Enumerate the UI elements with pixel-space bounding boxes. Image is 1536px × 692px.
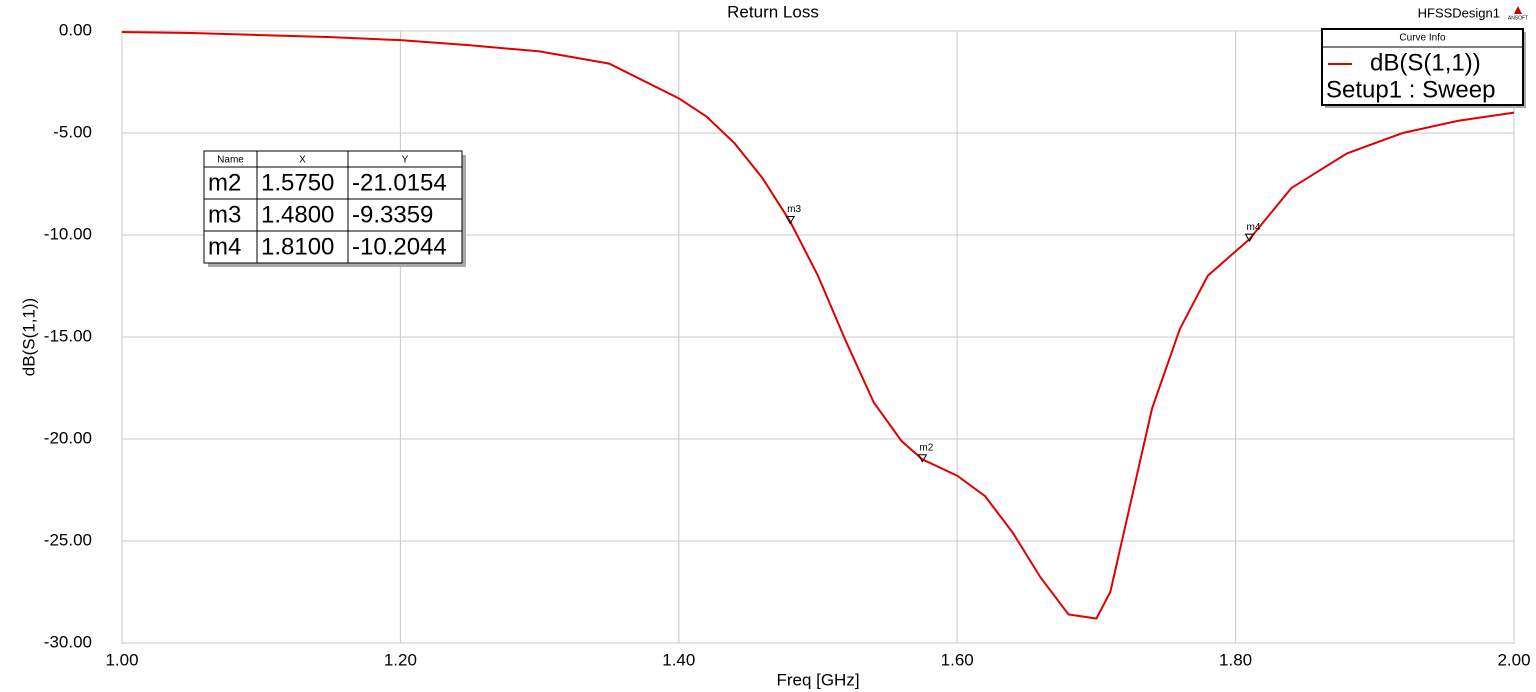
y-tick-label: -10.00 xyxy=(44,224,92,243)
legend-title: Curve Info xyxy=(1399,33,1446,44)
table-cell: -10.2044 xyxy=(352,233,447,260)
table-cell: m2 xyxy=(208,169,241,196)
table-cell: -21.0154 xyxy=(352,169,447,196)
table-cell: 1.5750 xyxy=(261,169,334,196)
table-cell: m4 xyxy=(208,233,241,260)
x-tick-label: 1.60 xyxy=(941,650,974,669)
logo-icon xyxy=(1514,6,1522,14)
logo: ANSOFT xyxy=(1508,15,1528,21)
y-tick-label: -30.00 xyxy=(44,632,92,651)
x-tick-label: 1.80 xyxy=(1219,650,1252,669)
x-tick-label: 1.00 xyxy=(105,650,138,669)
table-cell: 1.4800 xyxy=(261,201,334,228)
table-cell: -9.3359 xyxy=(352,201,433,228)
y-tick-label: -20.00 xyxy=(44,428,92,447)
table-header: X xyxy=(299,155,306,166)
y-axis-label: dB(S(1,1)) xyxy=(19,298,38,376)
table-header: Name xyxy=(217,155,244,166)
x-tick-label: 2.00 xyxy=(1497,650,1530,669)
chart-title: Return Loss xyxy=(727,2,819,21)
legend-subtitle: Setup1 : Sweep xyxy=(1326,76,1495,103)
legend-entry: dB(S(1,1)) xyxy=(1370,49,1481,76)
marker-label: m2 xyxy=(919,442,933,453)
y-tick-label: -15.00 xyxy=(44,326,92,345)
marker xyxy=(785,215,796,225)
x-axis-label: Freq [GHz] xyxy=(776,670,859,689)
marker xyxy=(1244,233,1255,243)
marker-label: m4 xyxy=(1247,222,1261,233)
y-tick-label: -25.00 xyxy=(44,530,92,549)
marker xyxy=(917,454,928,463)
curve xyxy=(121,31,1515,620)
y-tick-label: 0.00 xyxy=(59,20,92,39)
x-tick-label: 1.40 xyxy=(662,650,695,669)
legend xyxy=(1321,28,1524,106)
x-tick-label: 1.20 xyxy=(384,650,417,669)
table-cell: 1.8100 xyxy=(261,233,334,260)
table-cell: m3 xyxy=(208,201,241,228)
marker-table xyxy=(203,150,463,264)
design-name: HFSSDesign1 xyxy=(1418,5,1500,20)
table-header: Y xyxy=(402,155,409,166)
y-tick-label: -5.00 xyxy=(53,122,92,141)
marker-label: m3 xyxy=(787,204,801,215)
